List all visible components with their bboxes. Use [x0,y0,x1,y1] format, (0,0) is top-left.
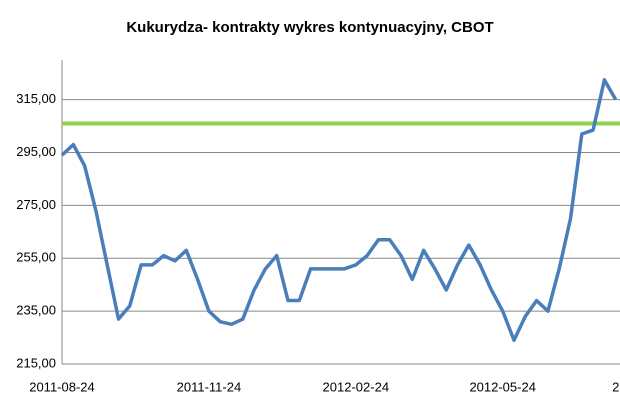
y-tick-label: 315,00 [16,91,56,106]
chart-title: Kukurydza- kontrakty wykres kontynuacyjn… [126,19,493,36]
x-tick-label: 2 [612,379,619,394]
y-tick-label: 235,00 [16,303,56,318]
x-tick-label: 2012-02-24 [323,379,390,394]
y-tick-label: 215,00 [16,355,56,370]
y-tick-label: 255,00 [16,250,56,265]
price-line [60,78,618,342]
x-tick-label: 2011-11-24 [177,379,242,394]
x-tick-label: 2012-05-24 [469,379,536,394]
x-tick-label: 2011-08-24 [29,379,95,394]
y-tick-label: 295,00 [16,144,56,159]
y-tick-label: 275,00 [16,197,56,212]
